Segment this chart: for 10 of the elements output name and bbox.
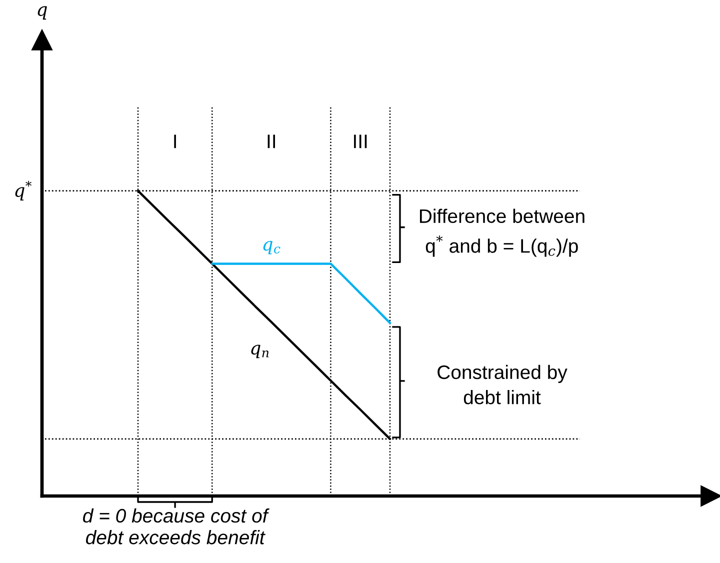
text: Difference between q$^{*}$ and b = L(q$_{c}$)/p bbox=[420, 208, 584, 257]
text: III bbox=[354, 134, 367, 148]
series-label: q$_{c}$ bbox=[263, 240, 280, 254]
text: Constrained by debt limit bbox=[438, 364, 568, 404]
series-label: q$_{n}$ bbox=[251, 344, 269, 358]
text: I bbox=[174, 134, 176, 148]
text: II bbox=[268, 134, 276, 148]
ref-line-label: q$^{*}$ bbox=[15, 180, 32, 201]
text: d = 0 because cost of debt exceeds benefit bbox=[83, 508, 270, 544]
text: q bbox=[38, 6, 47, 20]
